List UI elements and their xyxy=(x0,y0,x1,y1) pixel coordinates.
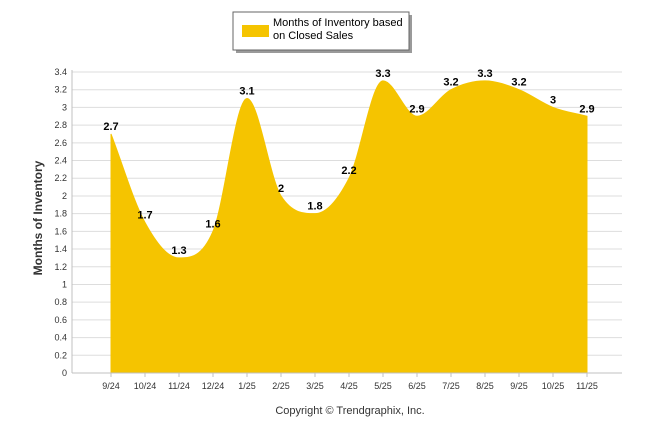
data-label: 3.1 xyxy=(239,86,254,98)
y-tick-label: 0 xyxy=(62,368,67,378)
x-tick-label: 9/25 xyxy=(510,381,528,391)
x-tick-label: 4/25 xyxy=(340,381,358,391)
y-tick-label: 1.4 xyxy=(54,244,67,254)
y-tick-label: 2 xyxy=(62,191,67,201)
x-tick-label: 9/24 xyxy=(102,381,120,391)
data-label: 2.2 xyxy=(341,165,356,177)
data-label: 2.9 xyxy=(409,103,424,115)
y-tick-label: 2.6 xyxy=(54,138,67,148)
data-label: 3.3 xyxy=(375,68,390,80)
data-label: 2 xyxy=(278,183,284,195)
x-tick-label: 12/24 xyxy=(202,381,225,391)
x-tick-label: 11/24 xyxy=(168,381,190,391)
x-tick-label: 8/25 xyxy=(476,381,494,391)
y-tick-label: 1.8 xyxy=(54,209,67,219)
data-label: 3.2 xyxy=(443,77,458,89)
data-label: 3 xyxy=(550,94,556,106)
y-tick-label: 2.8 xyxy=(54,120,67,130)
area-series xyxy=(110,80,588,374)
x-tick-label: 11/25 xyxy=(576,381,598,391)
x-tick-label: 10/24 xyxy=(134,381,157,391)
data-label: 3.2 xyxy=(511,77,526,89)
legend-label-line2: on Closed Sales xyxy=(273,30,354,42)
x-tick-label: 3/25 xyxy=(306,381,324,391)
y-tick-label: 0.4 xyxy=(54,333,67,343)
data-label: 1.6 xyxy=(205,218,220,230)
x-tick-label: 7/25 xyxy=(442,381,460,391)
data-label: 3.3 xyxy=(477,68,492,80)
data-label: 2.9 xyxy=(579,103,594,115)
data-label: 2.7 xyxy=(103,121,118,133)
x-tick-label: 1/25 xyxy=(238,381,256,391)
data-label: 1.7 xyxy=(137,210,152,222)
copyright-credit: Copyright © Trendgraphix, Inc. xyxy=(275,405,424,417)
legend-label-line1: Months of Inventory based xyxy=(273,17,403,29)
area-fill xyxy=(110,80,588,374)
x-tick-label: 6/25 xyxy=(408,381,426,391)
y-tick-label: 0.6 xyxy=(54,315,67,325)
y-tick-label: 1.2 xyxy=(54,262,67,272)
y-tick-label: 2.2 xyxy=(54,173,67,183)
x-tick-label: 10/25 xyxy=(542,381,565,391)
x-tick-label: 5/25 xyxy=(374,381,392,391)
y-tick-label: 3 xyxy=(62,102,67,112)
y-tick-label: 3.4 xyxy=(54,67,67,77)
y-tick-label: 0.8 xyxy=(54,297,67,307)
data-label: 1.3 xyxy=(171,245,186,257)
y-tick-label: 1.6 xyxy=(54,226,67,236)
y-tick-label: 0.2 xyxy=(54,350,67,360)
y-axis-title: Months of Inventory xyxy=(31,160,45,275)
axes: 0 0.2 0.4 0.6 0.8 1 1.2 1.4 1.6 1.8 2 2.2 2.4 2.6 2.8 3… xyxy=(54,67,622,391)
y-tick-label: 1 xyxy=(62,279,67,289)
legend-swatch xyxy=(242,25,269,37)
y-tick-label: 2.4 xyxy=(54,156,67,166)
legend[interactable]: Months of Inventory based on Closed Sale… xyxy=(232,11,412,53)
y-tick-label: 3.2 xyxy=(54,85,67,95)
x-tick-label: 2/25 xyxy=(272,381,290,391)
data-label: 1.8 xyxy=(307,201,322,213)
data-labels: 2.7 1.7 1.3 1.6 3.1 2 1.8 2.2 3.3 2.9 3.2 3.3 3.2 3 2.… xyxy=(103,68,594,257)
